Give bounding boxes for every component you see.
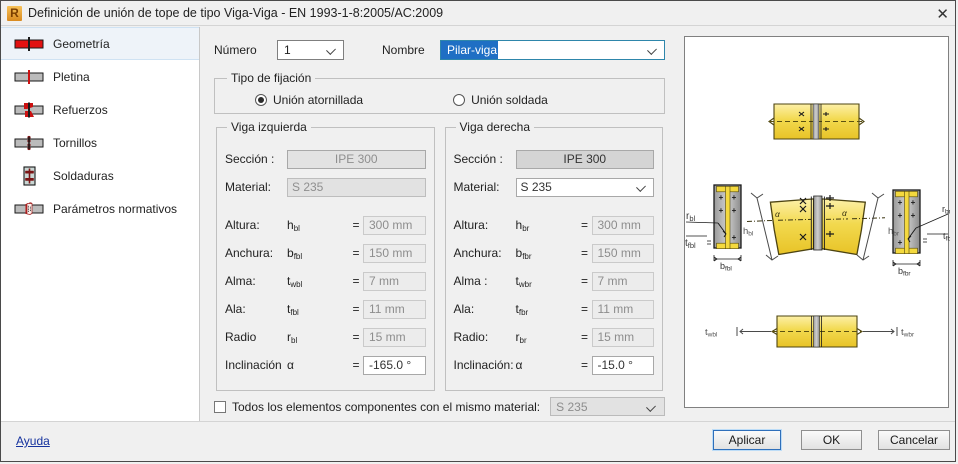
svg-text:bfbl: bfbl: [720, 261, 732, 273]
svg-text:tfbl: tfbl: [685, 238, 696, 250]
svg-text:twbl: twbl: [705, 327, 718, 339]
svg-text:+: +: [898, 198, 903, 207]
svg-text:+: +: [898, 211, 903, 220]
svg-text:+: +: [732, 206, 737, 215]
svg-text:+: +: [719, 193, 724, 202]
svg-text:bfbr: bfbr: [898, 266, 911, 278]
svg-text:+: +: [732, 193, 737, 202]
svg-text:twbr: twbr: [901, 327, 915, 339]
svg-text:+: +: [911, 198, 916, 207]
svg-text:+: +: [911, 211, 916, 220]
svg-text:rbl: rbl: [686, 211, 696, 223]
svg-text:+: +: [719, 206, 724, 215]
svg-text:hbl: hbl: [743, 226, 754, 238]
svg-text:+: +: [732, 233, 737, 242]
svg-text:+: +: [898, 238, 903, 247]
svg-text:rbr: rbr: [942, 204, 950, 216]
